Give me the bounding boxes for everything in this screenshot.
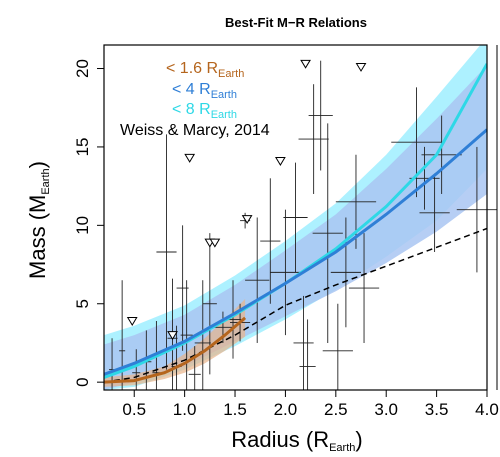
x-tick-label: 1.0 bbox=[173, 400, 197, 419]
measurement-point bbox=[312, 123, 343, 343]
measurement-point bbox=[419, 173, 450, 252]
y-axis-label: Mass (MEarth) bbox=[25, 161, 52, 279]
legend-entry: < 4 REarth bbox=[172, 81, 237, 101]
y-tick-label: 20 bbox=[73, 59, 92, 78]
measurement-point bbox=[456, 146, 498, 273]
fit-line-lt4 bbox=[104, 128, 487, 376]
x-tick-label: 2.0 bbox=[274, 400, 298, 419]
upper-limit-triangle bbox=[355, 62, 367, 72]
measurement-point bbox=[298, 84, 329, 194]
measurement-point bbox=[202, 233, 217, 375]
x-tick-label: 3.0 bbox=[374, 400, 398, 419]
x-tick-label: 3.5 bbox=[425, 400, 449, 419]
measurement-point bbox=[156, 134, 177, 370]
chart-title: Best-Fit M−R Relations bbox=[225, 15, 367, 30]
upper-limit-triangle bbox=[300, 59, 311, 69]
measurement-point bbox=[308, 60, 333, 171]
upper-limit-triangle bbox=[274, 157, 286, 167]
x-tick-label: 0.5 bbox=[122, 400, 146, 419]
x-axis: 0.5 1.0 1.5 2.0 2.5 3.0 3.5 4.0 bbox=[122, 390, 499, 419]
y-tick-label: 0 bbox=[73, 377, 92, 386]
measurement-error-bars bbox=[109, 60, 498, 390]
upper-limit-triangle bbox=[209, 238, 221, 248]
weiss-marcy-line bbox=[104, 227, 487, 383]
upper-limit-triangle bbox=[184, 153, 196, 163]
x-tick-label: 1.5 bbox=[223, 400, 247, 419]
fit-line-lt16 bbox=[104, 316, 247, 384]
x-tick-label: 4.0 bbox=[475, 400, 499, 419]
measurement-point bbox=[188, 346, 201, 390]
y-axis: 0 5 10 15 20 bbox=[73, 59, 104, 387]
x-tick-label: 2.5 bbox=[324, 400, 348, 419]
measurement-point bbox=[293, 295, 314, 390]
x-axis-label: Radius (REarth) bbox=[231, 427, 362, 454]
y-tick-label: 5 bbox=[73, 299, 92, 308]
measurement-point bbox=[180, 280, 193, 390]
legend-entry: < 8 REarth bbox=[172, 101, 237, 121]
band-lt4 bbox=[104, 65, 487, 390]
measurement-point bbox=[194, 280, 211, 390]
measurement-point bbox=[348, 233, 380, 343]
legend-entry: Weiss & Marcy, 2014 bbox=[120, 122, 270, 139]
measurement-point bbox=[260, 178, 281, 304]
measurement-point bbox=[421, 115, 462, 194]
upper-limit-triangle bbox=[241, 215, 253, 225]
y-tick-label: 10 bbox=[73, 216, 92, 235]
measurement-point bbox=[283, 162, 308, 273]
upper-limit-triangle bbox=[126, 317, 138, 326]
upper-limit-markers bbox=[126, 59, 367, 341]
measurement-point bbox=[330, 217, 362, 328]
legend-entry: < 1.6 REarth bbox=[166, 60, 244, 80]
band-lt8 bbox=[104, 45, 487, 390]
measurement-point bbox=[299, 319, 316, 390]
upper-limit-triangle bbox=[167, 331, 178, 341]
fit-lines bbox=[104, 63, 487, 384]
measurement-point bbox=[322, 303, 353, 390]
plot-frame bbox=[103, 44, 488, 391]
measurement-point bbox=[132, 349, 141, 390]
y-tick-label: 15 bbox=[73, 137, 92, 156]
measurement-point bbox=[391, 87, 442, 198]
